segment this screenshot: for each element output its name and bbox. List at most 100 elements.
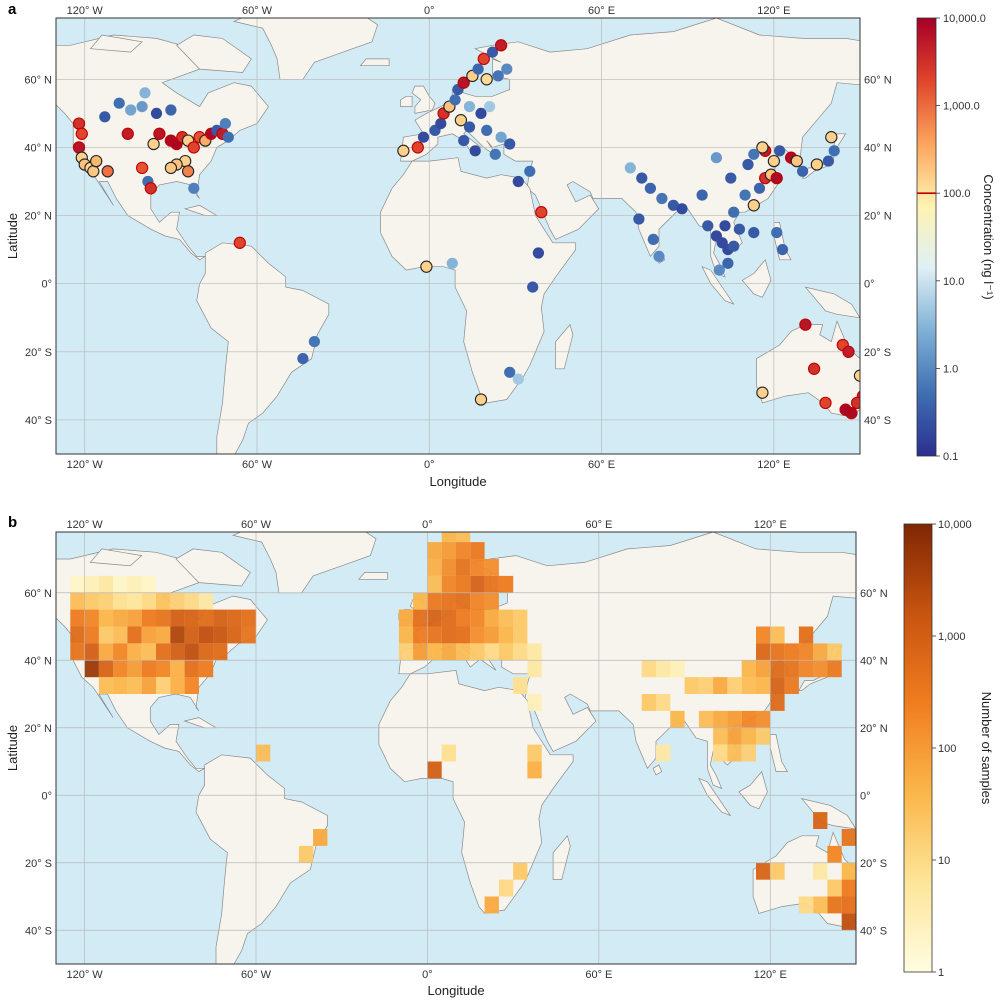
y-tick-label-right: 60° N (860, 588, 888, 600)
heatmap-cell (513, 626, 528, 644)
sample-point (747, 199, 760, 212)
sample-point (90, 154, 103, 168)
sample-point (776, 244, 789, 256)
heatmap-cell (498, 643, 514, 661)
heatmap-cell (184, 660, 199, 678)
x-axis-label: Longitude (427, 983, 484, 998)
heatmap-cell (184, 643, 199, 661)
sample-point (458, 135, 470, 147)
heatmap-cell (813, 643, 828, 661)
heatmap-cell (98, 660, 114, 678)
sample-point (742, 158, 754, 171)
heatmap-cell (727, 677, 742, 694)
land-ireland (400, 95, 413, 107)
heatmap-cell (484, 592, 499, 610)
heatmap-cell (141, 592, 156, 610)
heatmap-cell (441, 592, 456, 610)
heatmap-cell (856, 880, 870, 897)
land-iceland (358, 572, 388, 580)
heatmap-cell (70, 609, 85, 627)
colorbar-gradient (916, 17, 937, 457)
heatmap-cell (756, 862, 771, 880)
y-tick-label-left: 0° (41, 279, 52, 291)
sample-point (653, 250, 665, 262)
heatmap-cell (141, 677, 156, 694)
x-tick-label-bottom: 120° E (754, 969, 787, 981)
heatmap-cell (798, 643, 814, 661)
heatmap-cell (656, 694, 671, 711)
heatmap-cell (770, 677, 785, 694)
sample-point (449, 94, 461, 106)
heatmap-cell (484, 575, 499, 593)
heatmap-cell (170, 592, 185, 610)
land-sumatra (698, 777, 732, 817)
y-tick-label-right: 0° (860, 790, 871, 802)
colorbar-concentration: 10,000.0 1,000.0 100.0 10.0 1.0 0.1 Concentra… (916, 13, 996, 463)
heatmap-cell (798, 896, 814, 914)
heatmap-cell (198, 643, 214, 661)
heatmap-cell (741, 744, 756, 762)
sample-point (728, 240, 740, 252)
heatmap-cell (784, 660, 799, 678)
heatmap-cell (827, 896, 842, 914)
heatmap-cell (827, 660, 842, 678)
heatmap-cell (498, 879, 514, 897)
y-axis-label: Latitude (5, 725, 20, 771)
heatmap-cell (70, 575, 85, 593)
sample-point (807, 362, 821, 375)
colorbar-tick-label: 100 (938, 743, 956, 755)
sample-point (397, 144, 410, 157)
sample-point (147, 137, 160, 151)
sample-point (181, 165, 195, 178)
sample-point (710, 152, 723, 164)
heatmap-cell (641, 694, 656, 711)
sample-point (139, 87, 151, 99)
heatmap-cell (441, 559, 456, 576)
x-tick-label-top: 60° W (241, 519, 272, 531)
heatmap-cell (413, 626, 428, 644)
heatmap-cell (741, 677, 756, 694)
sample-point (719, 220, 731, 232)
heatmap-cell (84, 643, 99, 661)
heatmap-cell (470, 643, 485, 661)
colorbar-tick-label: 10.0 (943, 276, 964, 288)
sample-point (524, 165, 536, 177)
sample-point (633, 213, 645, 225)
sample-point (512, 175, 524, 188)
heatmap-cell (141, 660, 156, 678)
map-frame (55, 17, 861, 455)
heatmap-cell (813, 896, 828, 914)
sample-point (75, 127, 88, 140)
land-south-america (195, 754, 328, 964)
heatmap-cell (470, 592, 485, 610)
heatmap-cell (470, 542, 485, 559)
heatmap-cell (741, 660, 756, 678)
heatmap-cell (841, 879, 856, 897)
sample-point (308, 336, 320, 348)
heatmap-cell (698, 710, 714, 728)
x-tick-label-top: 0° (424, 5, 435, 17)
y-tick-label-right: 40° N (860, 655, 888, 667)
heatmap-cell (213, 643, 228, 661)
sample-point (297, 353, 309, 365)
sample-point (463, 121, 476, 133)
heatmap-cell (713, 677, 728, 694)
colorbar-tick-label: 100.0 (943, 188, 971, 200)
y-tick-label-left: 40° N (24, 655, 52, 667)
x-tick-label-top: 120° E (757, 5, 790, 17)
heatmap-cell (727, 710, 742, 728)
sample-point (647, 233, 659, 245)
sample-point (756, 386, 769, 399)
land-iceland (359, 58, 390, 67)
heatmap-cell (70, 643, 85, 661)
sample-point (475, 107, 487, 119)
sample-point (748, 227, 760, 239)
heatmap-cell (498, 609, 514, 627)
heatmap-cell (441, 542, 456, 559)
heatmap-cell (84, 592, 99, 610)
heatmap-cell (141, 609, 156, 627)
heatmap-cell (156, 677, 171, 694)
heatmap-cell (427, 575, 442, 593)
colorbar-ticks: 10,000 1,000 100 10 1 (932, 519, 972, 979)
heatmap-cell (670, 660, 685, 678)
